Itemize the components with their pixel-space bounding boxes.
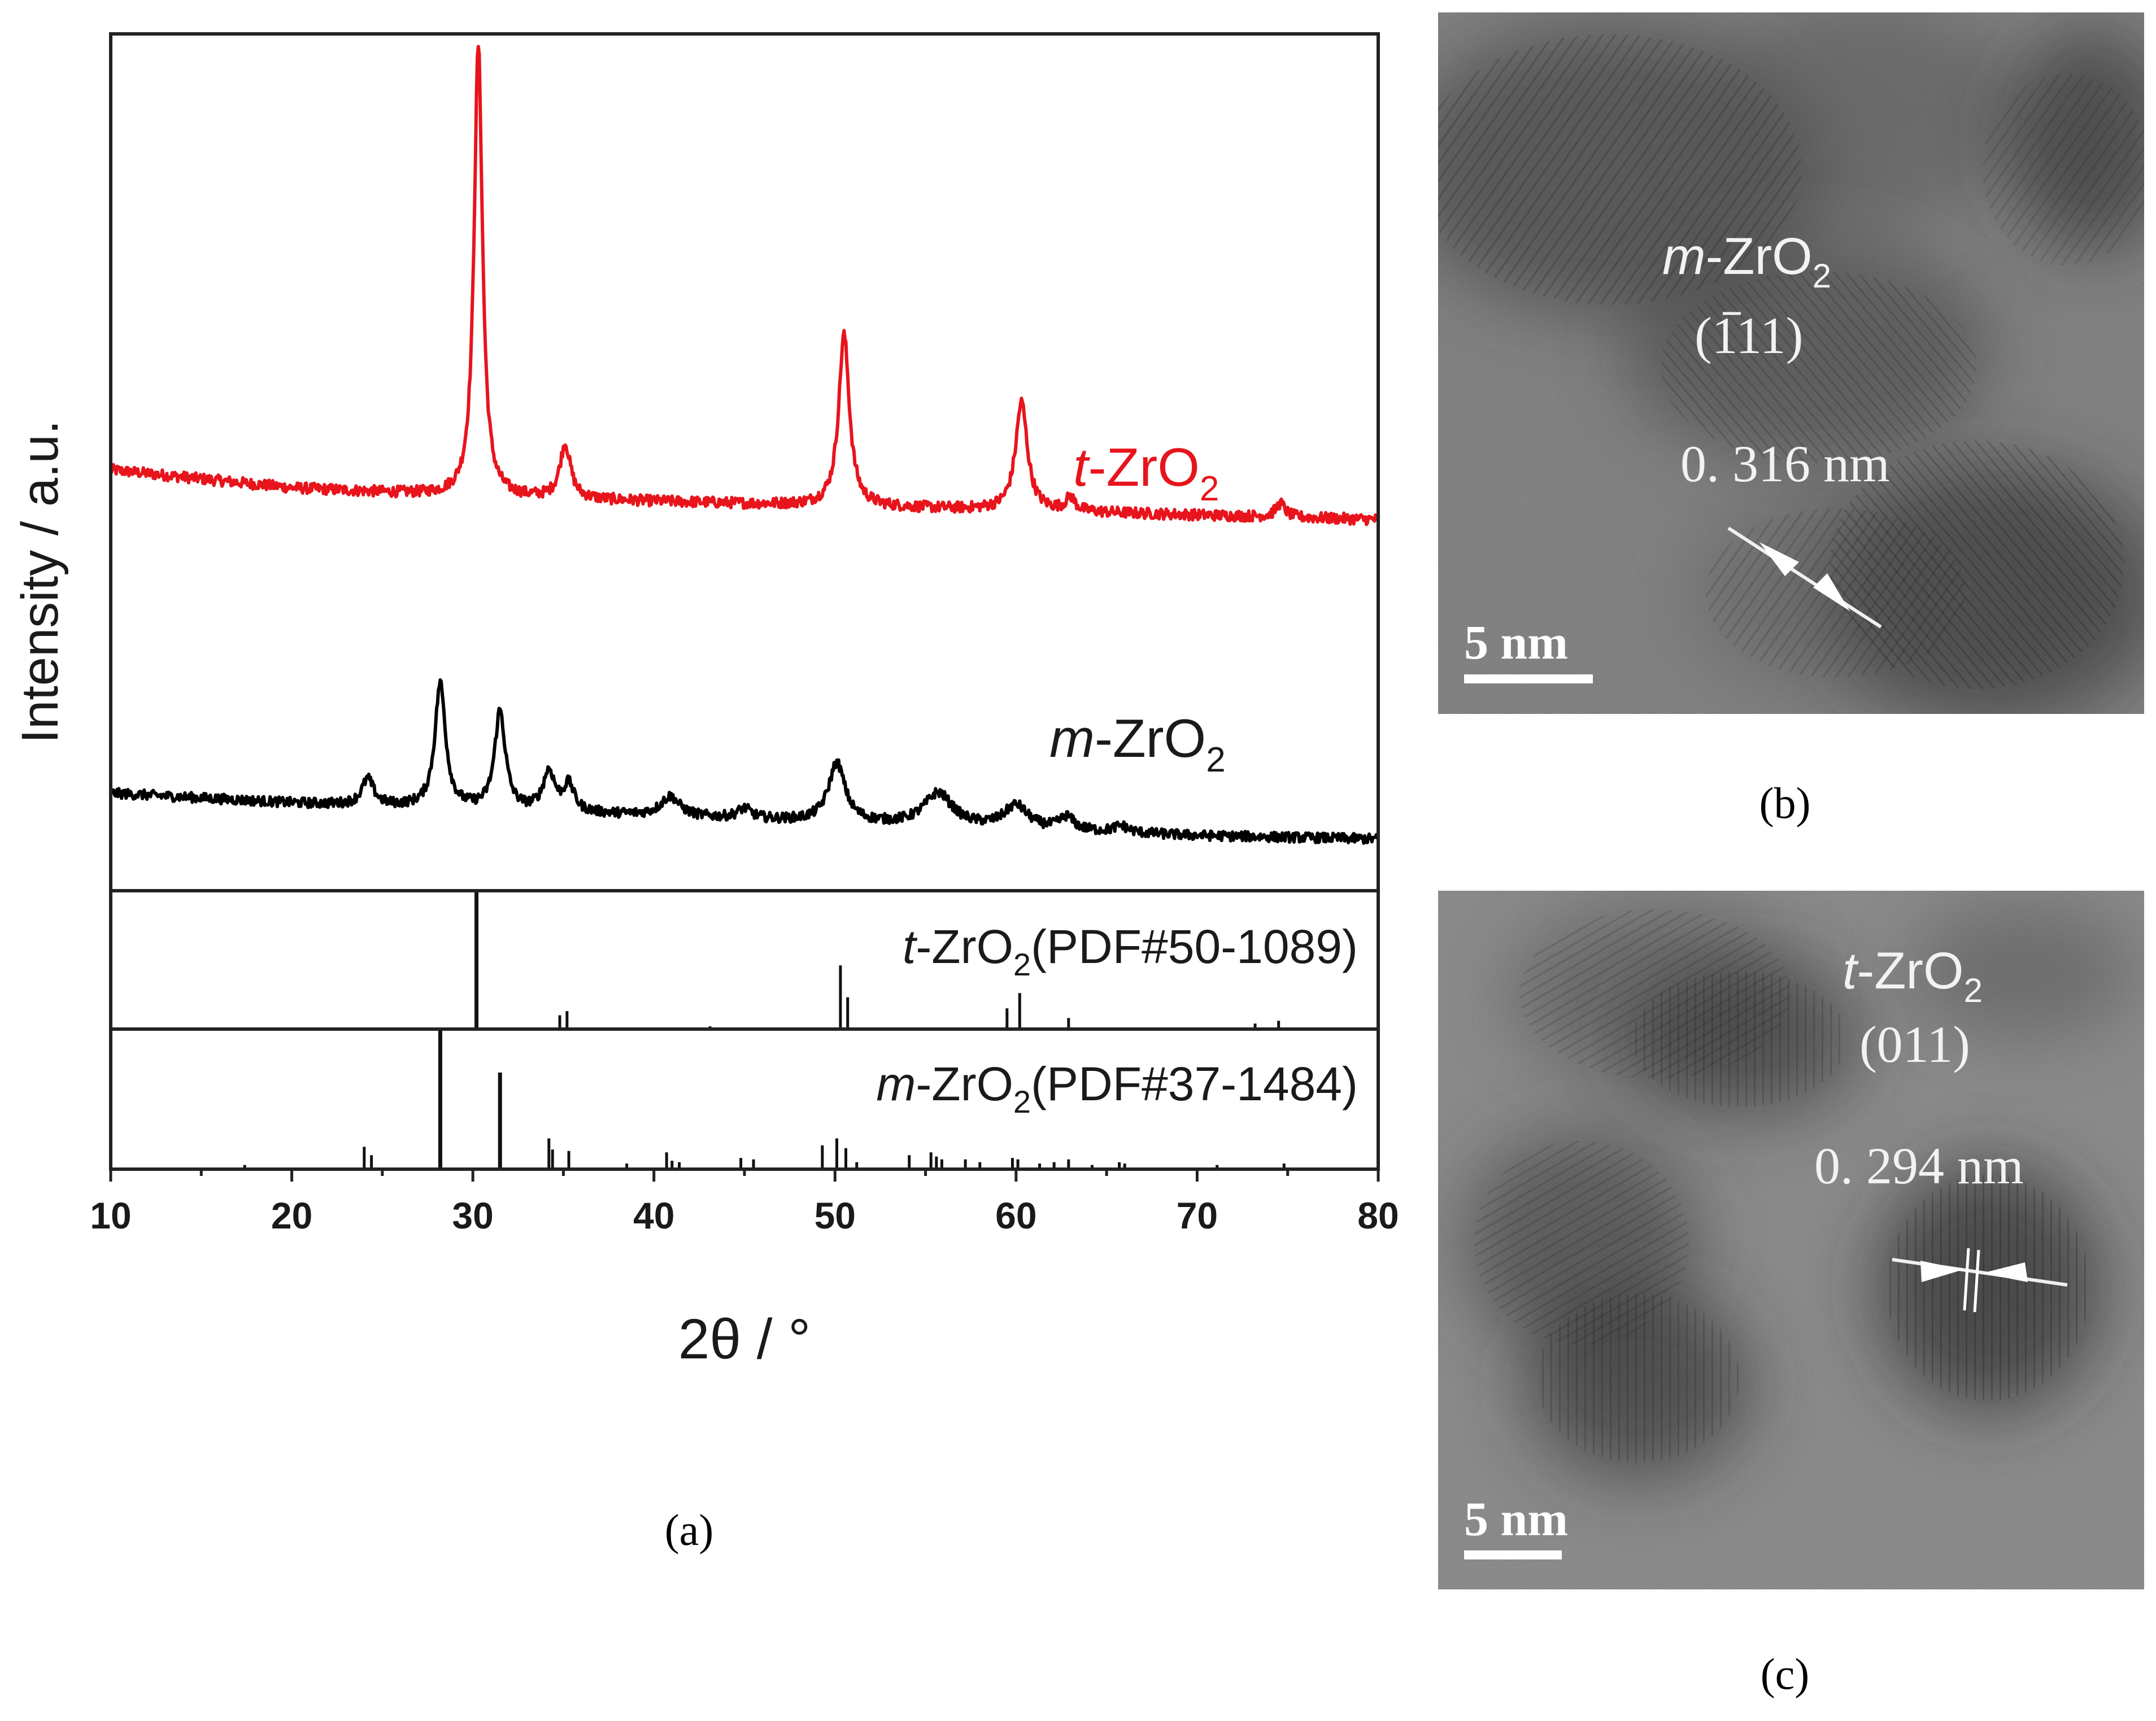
x-tick-label-80: 80 [1357,1195,1399,1236]
svg-text:t-ZrO2: t-ZrO2 [1843,942,1983,1009]
x-axis-label: 2θ / ° [678,1308,811,1371]
x-axis: 10 20 30 40 50 60 70 80 [90,1169,1399,1236]
svg-text:0. 316 nm: 0. 316 nm [1680,435,1890,493]
scale-bar-c: 5 nm [1464,1492,1568,1559]
scale-bar-b: 5 nm [1464,615,1593,683]
tem-annotation-b: m-ZrO2 (111) 0. 316 nm [1662,228,1890,493]
panel-label-c: (c) [1761,1649,1810,1698]
panel-label-b: (b) [1759,778,1811,827]
svg-text:m-ZrO2(PDF#37-1484): m-ZrO2(PDF#37-1484) [876,1057,1358,1119]
panel-label-a: (a) [665,1505,714,1554]
x-tick-label-60: 60 [995,1195,1036,1236]
svg-text:m-ZrO2: m-ZrO2 [1662,228,1831,295]
y-axis-label: Intensity / a.u. [11,420,69,744]
xrd-panel: Intensity / a.u. t-ZrO2 m-ZrO2 t-ZrO2(PD… [11,32,1399,1554]
svg-text:m-ZrO2: m-ZrO2 [1049,708,1226,779]
svg-text:5 nm: 5 nm [1464,1492,1568,1546]
svg-text:(011): (011) [1859,1016,1970,1073]
x-tick-label-20: 20 [271,1195,312,1236]
reference-label-t: t-ZrO2(PDF#50-1089) [903,920,1358,982]
svg-text:5 nm: 5 nm [1464,615,1568,669]
svg-text:t-ZrO2: t-ZrO2 [1073,437,1219,508]
x-tick-label-40: 40 [633,1195,674,1236]
x-tick-label-30: 30 [452,1195,493,1236]
svg-text:t-ZrO2(PDF#50-1089): t-ZrO2(PDF#50-1089) [903,920,1358,982]
series-label-t: t-ZrO2 [1073,437,1219,508]
tem-panel-c: t-ZrO2 (011) 0. 294 nm 5 nm (c) [1438,891,2144,1698]
series-label-m: m-ZrO2 [1049,708,1226,779]
d-spacing-marker-b [1727,526,1882,629]
svg-text:0. 294 nm: 0. 294 nm [1814,1137,2024,1195]
d-spacing-marker-c [1892,1248,2068,1313]
x-tick-label-50: 50 [815,1195,856,1236]
tem-annotation-c: t-ZrO2 (011) 0. 294 nm [1814,942,2024,1195]
series-line-t-zro2 [109,45,1379,526]
svg-text:(111): (111) [1695,307,1803,364]
xrd-series-layer [109,45,1380,845]
x-tick-label-10: 10 [90,1195,131,1236]
tem-image-c [1438,891,2144,1589]
tem-panel-b: m-ZrO2 (111) 0. 316 nm 5 nm (b) [1438,12,2144,827]
reference-label-m: m-ZrO2(PDF#37-1484) [876,1057,1358,1119]
series-line-m-zro2 [109,678,1380,845]
x-tick-label-70: 70 [1177,1195,1218,1236]
